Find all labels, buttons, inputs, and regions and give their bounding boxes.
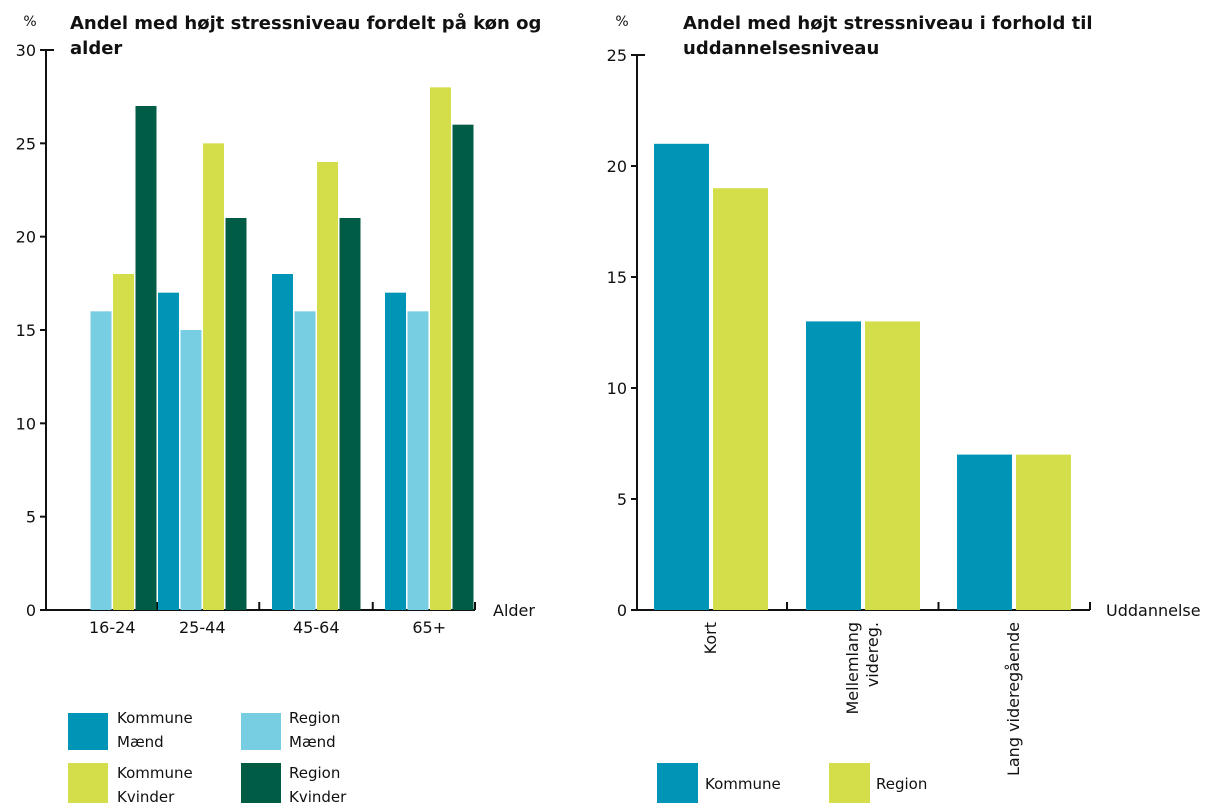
y-tick-label: 20 <box>16 228 36 247</box>
y-tick-label: 10 <box>16 414 36 433</box>
y-tick-label: 5 <box>617 490 627 509</box>
legend-swatch <box>241 763 281 803</box>
y-tick-label: 5 <box>26 508 36 527</box>
legend-swatch <box>657 763 698 803</box>
bar <box>452 124 474 611</box>
x-axis-label: Uddannelse <box>1106 601 1201 620</box>
bar <box>90 311 112 610</box>
legend-label: Mænd <box>289 733 336 751</box>
bar <box>407 311 429 610</box>
y-unit-label: % <box>23 14 36 30</box>
legend-swatch <box>241 713 281 750</box>
legend-label: Region <box>289 709 340 727</box>
bar <box>339 218 361 610</box>
y-tick-label: 0 <box>26 601 36 620</box>
legend-label: Region <box>289 764 340 782</box>
x-axis-label: Alder <box>493 601 535 620</box>
chart-title: uddannelsesniveau <box>683 38 879 59</box>
legend-label: Region <box>876 775 927 793</box>
x-category-label: videreg. <box>863 622 882 687</box>
bar <box>865 321 920 610</box>
bar <box>113 274 134 610</box>
chart-title: Andel med højt stressniveau i forhold ti… <box>683 13 1093 34</box>
chart-title: Andel med højt stressniveau fordelt på k… <box>70 12 541 34</box>
bar <box>180 330 202 610</box>
y-tick-label: 0 <box>617 601 627 620</box>
y-unit-label: % <box>615 14 628 30</box>
bar <box>654 143 709 611</box>
bar <box>317 162 338 610</box>
bar <box>225 218 247 610</box>
bar <box>713 188 768 610</box>
bar <box>158 292 179 610</box>
legend-label: Kommune <box>705 775 781 793</box>
bar <box>272 274 293 610</box>
legend-label: Mænd <box>117 733 164 751</box>
bar <box>294 311 316 610</box>
y-tick-label: 20 <box>607 157 627 176</box>
chart-title: alder <box>70 38 122 59</box>
y-tick-label: 30 <box>16 41 36 60</box>
legend-label: Kvinder <box>117 788 175 805</box>
bar <box>430 87 451 611</box>
x-category-label: 45-64 <box>293 618 340 637</box>
bar <box>203 143 224 611</box>
x-category-label: 65+ <box>412 618 446 637</box>
legend-label: Kvinder <box>289 788 347 805</box>
bar <box>1016 454 1071 610</box>
legend-swatch <box>829 763 870 803</box>
y-tick-label: 25 <box>607 46 627 65</box>
legend-swatch <box>68 713 108 750</box>
y-tick-label: 10 <box>607 379 627 398</box>
x-category-label: 16-24 <box>89 618 136 637</box>
x-category-label: 25-44 <box>179 618 226 637</box>
x-category-label: Mellemlang <box>843 622 862 715</box>
y-tick-label: 15 <box>607 268 627 287</box>
y-tick-label: 15 <box>16 321 36 340</box>
x-category-label: Kort <box>701 622 720 654</box>
bar <box>135 106 157 610</box>
legend-swatch <box>68 763 108 803</box>
legend-label: Kommune <box>117 764 193 782</box>
x-category-label: Lang videregående <box>1004 622 1023 776</box>
bar <box>957 454 1012 610</box>
legend-label: Kommune <box>117 709 193 727</box>
bar <box>806 321 861 610</box>
bar <box>385 292 406 610</box>
y-tick-label: 25 <box>16 134 36 153</box>
